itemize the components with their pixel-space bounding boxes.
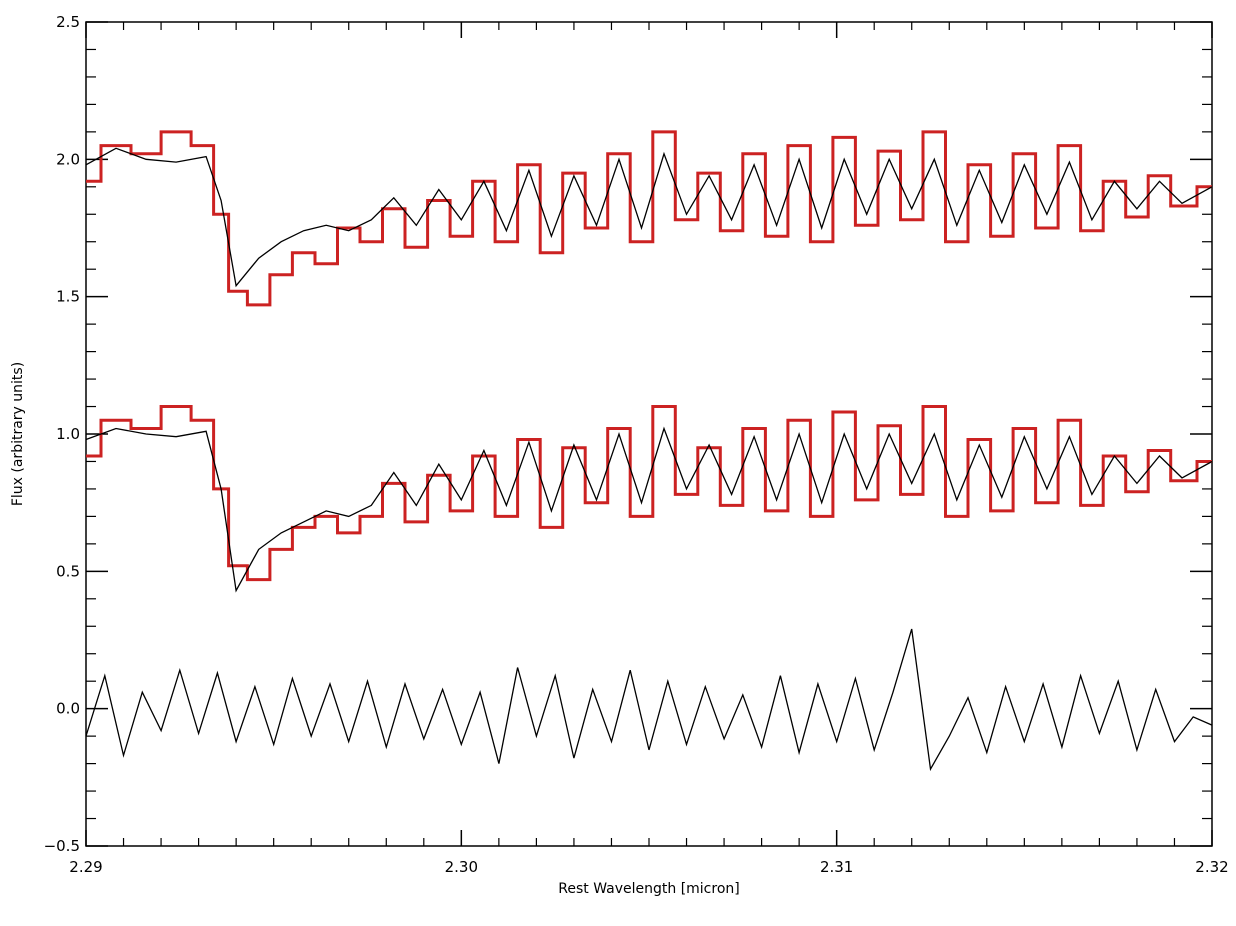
y-tick-label: 1.5 [56, 288, 80, 306]
y-tick-label: 0.0 [56, 700, 80, 718]
series-model-lower [85, 426, 1213, 593]
plot-frame [85, 21, 1213, 847]
x-tick-label: 2.30 [445, 858, 478, 876]
x-tick-label: 2.32 [1195, 858, 1228, 876]
series-residual [85, 628, 1213, 772]
series-model-upper [85, 147, 1213, 288]
y-tick-label: −0.5 [44, 837, 80, 855]
y-tick-label: 2.0 [56, 150, 80, 168]
x-axis-label: Rest Wavelength [micron] [558, 881, 739, 897]
series-observed-lower [86, 405, 1212, 582]
y-tick-label: 2.5 [56, 13, 80, 31]
series-observed-upper [86, 130, 1212, 307]
series-layer [85, 130, 1213, 772]
y-tick-label: 0.5 [56, 562, 80, 580]
y-axis-label: Flux (arbitrary units) [10, 362, 26, 506]
axis-ticks [85, 21, 1213, 847]
y-tick-label: 1.0 [56, 425, 80, 443]
x-tick-label: 2.29 [69, 858, 102, 876]
x-tick-label: 2.31 [820, 858, 853, 876]
tick-labels: 2.29 2.30 2.31 2.32 −0.5 0.0 0.5 1.0 1.5 2.0 2.5 [44, 13, 1229, 876]
